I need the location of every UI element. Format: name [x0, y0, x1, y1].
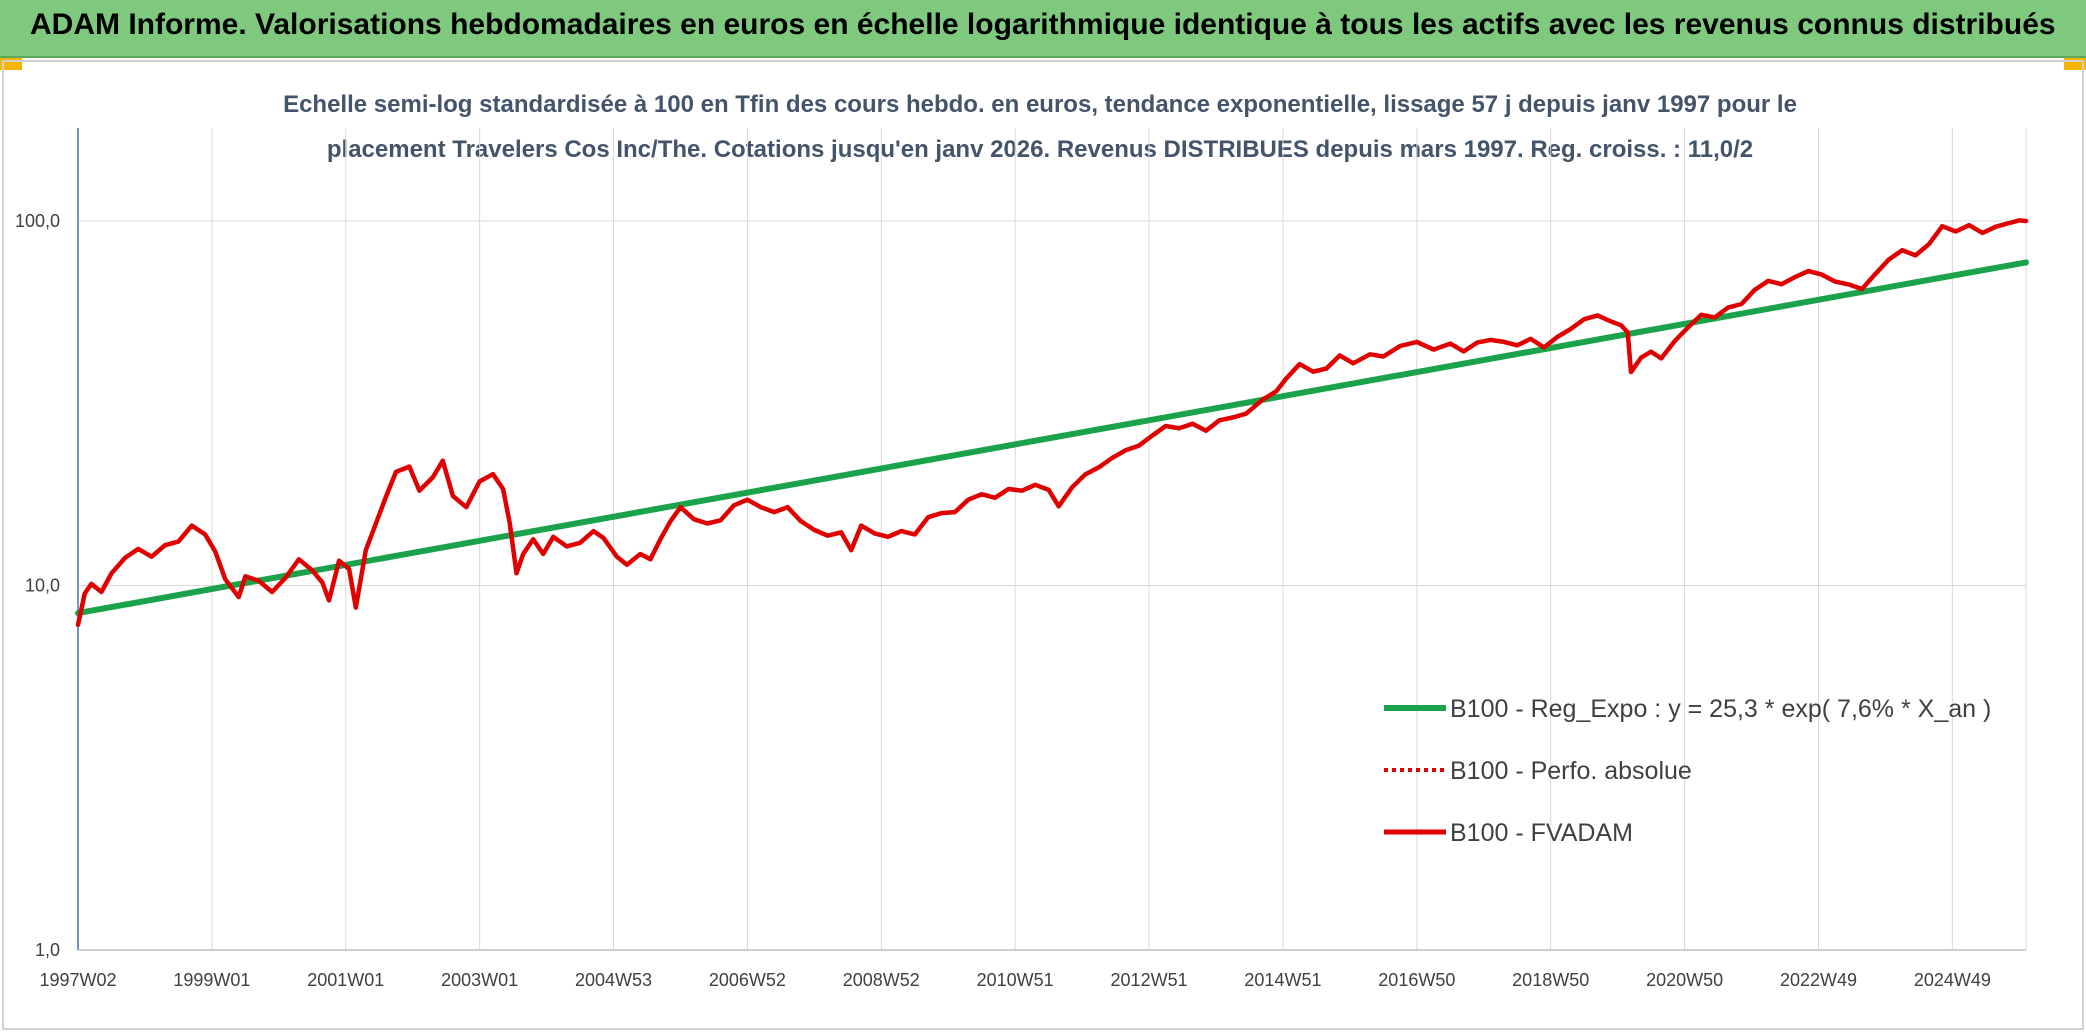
x-tick-label: 2001W01	[307, 970, 384, 990]
report-header: ADAM Informe. Valorisations hebdomadaire…	[0, 0, 2086, 58]
x-tick-label: 2004W53	[575, 970, 652, 990]
y-tick-label: 100,0	[15, 211, 60, 231]
x-tick-label: 2014W51	[1244, 970, 1321, 990]
x-tick-label: 2018W50	[1512, 970, 1589, 990]
x-tick-label: 2022W49	[1780, 970, 1857, 990]
x-tick-label: 2008W52	[843, 970, 920, 990]
x-tick-label: 2010W51	[977, 970, 1054, 990]
legend-label-1: B100 - Perfo. absolue	[1450, 757, 1692, 785]
y-tick-label: 10,0	[25, 576, 60, 596]
axes: 1997W02 1999W01 2001W01 2003W01 2004W53 2006W…	[15, 128, 2026, 990]
x-tick-label: 2020W50	[1646, 970, 1723, 990]
x-tick-label: 2024W49	[1914, 970, 1991, 990]
chart-subtitle-line-1: Echelle semi-log standardisée à 100 en T…	[283, 91, 1797, 118]
x-tick-label: 2006W52	[709, 970, 786, 990]
legend-label-2: B100 - FVADAM	[1450, 819, 1633, 847]
x-tick-label: 1999W01	[173, 970, 250, 990]
x-tick-label: 1997W02	[39, 970, 116, 990]
legend-label-0: B100 - Reg_Expo : y = 25,3 * exp( 7,6% *…	[1450, 695, 1991, 723]
chart-subtitle-line-2: placement Travelers Cos Inc/The. Cotatio…	[327, 136, 1753, 163]
y-tick-label: 1,0	[35, 940, 60, 960]
x-tick-label: 2016W50	[1378, 970, 1455, 990]
x-tick-label: 2003W01	[441, 970, 518, 990]
x-tick-label: 2012W51	[1111, 970, 1188, 990]
series-line-2	[75, 218, 2029, 628]
series	[75, 218, 2029, 628]
series-line-0	[75, 259, 2029, 617]
report-title: ADAM Informe. Valorisations hebdomadaire…	[30, 8, 2056, 41]
legend: B100 - Reg_Expo : y = 25,3 * exp( 7,6% *…	[1384, 695, 1991, 847]
chart-frame	[2, 60, 2084, 1030]
